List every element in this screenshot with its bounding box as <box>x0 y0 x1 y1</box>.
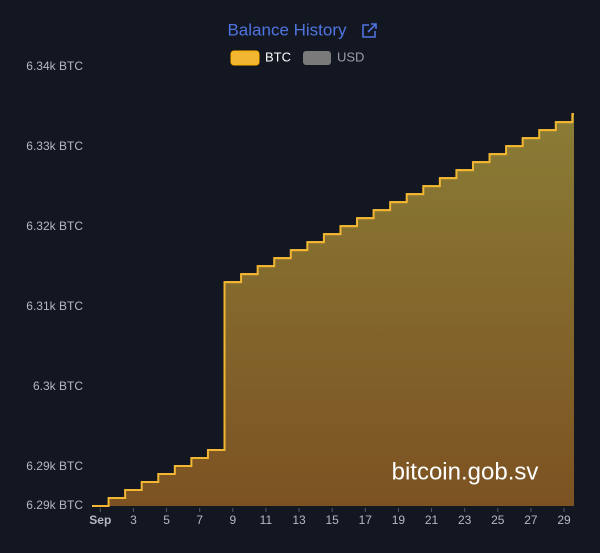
x-tick-label: 13 <box>292 513 306 527</box>
watermark: bitcoin.gob.sv <box>392 458 539 485</box>
y-tick-label: 6.29k BTC <box>26 498 83 512</box>
legend-swatch <box>230 50 260 66</box>
step-connectors <box>92 113 574 507</box>
x-tick-label: 7 <box>196 513 203 527</box>
x-tick-label: Sep <box>89 513 111 527</box>
y-tick-label: 6.29k BTC <box>26 459 83 473</box>
x-tick-label: 29 <box>557 513 571 527</box>
y-tick-label: 6.32k BTC <box>26 219 83 233</box>
x-tick-label: 23 <box>458 513 472 527</box>
legend-label: BTC <box>265 49 291 64</box>
plot-area: 6.29k BTC 6.29k BTC 6.3k BTC 6.31k BTC 6.32k… <box>26 59 574 527</box>
legend-item[interactable]: BTC <box>230 49 291 66</box>
legend-label: USD <box>337 49 364 64</box>
area <box>92 114 574 507</box>
legend: BTC USD <box>230 49 364 66</box>
x-tick-label: 9 <box>229 513 236 527</box>
x-tick-label: 3 <box>130 513 137 527</box>
legend-item[interactable]: USD <box>303 49 364 65</box>
y-tick-label: 6.31k BTC <box>26 299 83 313</box>
x-tick-label: 11 <box>260 513 273 527</box>
x-tick-label: 25 <box>491 513 505 527</box>
x-tick-label: 21 <box>425 513 439 527</box>
x-tick-label: 19 <box>392 513 406 527</box>
legend-swatch <box>303 51 331 65</box>
y-tick-label: 6.33k BTC <box>26 139 83 153</box>
y-tick-label: 6.3k BTC <box>33 379 83 393</box>
x-tick-label: 5 <box>163 513 170 527</box>
x-tick-label: 15 <box>325 513 339 527</box>
y-tick-label: 6.34k BTC <box>26 59 83 73</box>
chart-title: Balance History <box>227 20 347 39</box>
x-tick-label: 17 <box>359 513 373 527</box>
x-tick-label: 27 <box>524 513 538 527</box>
external-link-icon <box>362 23 377 38</box>
title-group[interactable]: Balance History <box>227 20 377 39</box>
